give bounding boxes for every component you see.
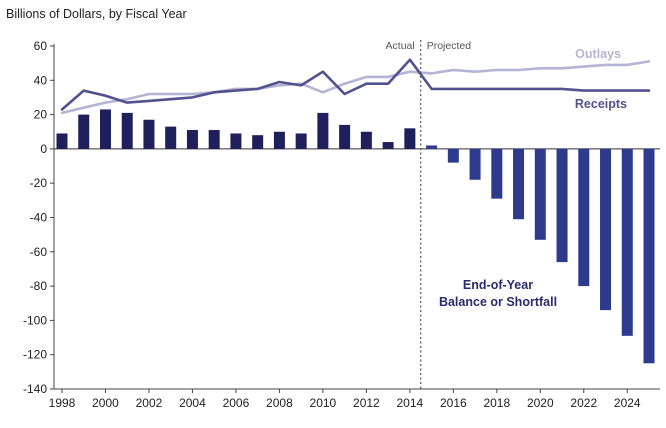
bar-series xyxy=(56,109,655,364)
outlays-line xyxy=(60,60,651,115)
y-tick-label: -120 xyxy=(23,348,47,362)
bar xyxy=(339,124,351,149)
x-tick-label: 2008 xyxy=(266,396,293,410)
x-tick-label: 1998 xyxy=(49,396,76,410)
x-tick-label: 2006 xyxy=(223,396,250,410)
axes xyxy=(50,44,660,393)
bar xyxy=(78,114,90,149)
bar xyxy=(295,133,307,149)
y-axis-title: Billions of Dollars, by Fiscal Year xyxy=(6,7,187,21)
x-tick-label: 2016 xyxy=(440,396,467,410)
projected-label: Projected xyxy=(427,40,472,52)
balance-label-line-2: Balance or Shortfall xyxy=(439,295,557,309)
bar xyxy=(600,148,612,311)
bar xyxy=(447,148,459,163)
bar xyxy=(491,148,503,199)
bar xyxy=(186,130,198,149)
bar xyxy=(404,128,416,149)
x-tick-label: 2010 xyxy=(310,396,337,410)
outlays-label: Outlays xyxy=(575,47,621,61)
bar xyxy=(143,119,155,149)
x-tick-label: 2012 xyxy=(353,396,380,410)
y-tick-label: 20 xyxy=(34,108,48,122)
x-tick-labels: 1998 2000 2002 2004 2006 2008 2010 2012 2014 2016… xyxy=(49,396,641,410)
y-tick-label: -100 xyxy=(23,313,47,327)
x-tick-label: 2000 xyxy=(92,396,119,410)
bar xyxy=(556,148,568,263)
y-tick-labels: 60 40 20 0 -20 -40 -60 -80 -100 -120 -140 xyxy=(23,39,47,396)
bar xyxy=(621,148,633,336)
receipts-line xyxy=(60,58,651,111)
line-series xyxy=(60,58,651,115)
bar xyxy=(578,148,590,287)
x-tick-label: 2014 xyxy=(397,396,424,410)
bar xyxy=(426,145,438,149)
bar xyxy=(469,148,481,180)
actual-label: Actual xyxy=(386,40,415,52)
x-tick-label: 2024 xyxy=(614,396,641,410)
x-tick-label: 2018 xyxy=(483,396,510,410)
y-tick-label: 60 xyxy=(34,39,48,53)
y-tick-label: -20 xyxy=(30,176,48,190)
bar xyxy=(208,130,220,149)
x-tick-label: 2020 xyxy=(527,396,554,410)
y-tick-label: 0 xyxy=(40,142,47,156)
y-tick-label: 40 xyxy=(34,73,48,87)
bar xyxy=(360,131,372,149)
bar xyxy=(121,112,133,149)
balance-label-line-1: End-of-Year xyxy=(463,278,533,292)
bar xyxy=(99,109,111,149)
y-tick-label: -140 xyxy=(23,382,47,396)
bar xyxy=(317,112,329,149)
bar xyxy=(252,135,264,149)
y-tick-label: -80 xyxy=(30,279,48,293)
y-tick-label: -60 xyxy=(30,245,48,259)
bar xyxy=(534,148,546,240)
bar xyxy=(273,131,285,149)
x-tick-label: 2002 xyxy=(136,396,163,410)
y-tick-label: -40 xyxy=(30,211,48,225)
bar xyxy=(230,133,242,149)
x-tick-label: 2004 xyxy=(179,396,206,410)
x-tick-label: 2022 xyxy=(570,396,597,410)
bar xyxy=(56,133,68,149)
bar xyxy=(643,148,655,364)
bar xyxy=(165,126,177,149)
bar xyxy=(382,142,394,149)
bar xyxy=(513,148,525,220)
receipts-label: Receipts xyxy=(575,97,627,111)
